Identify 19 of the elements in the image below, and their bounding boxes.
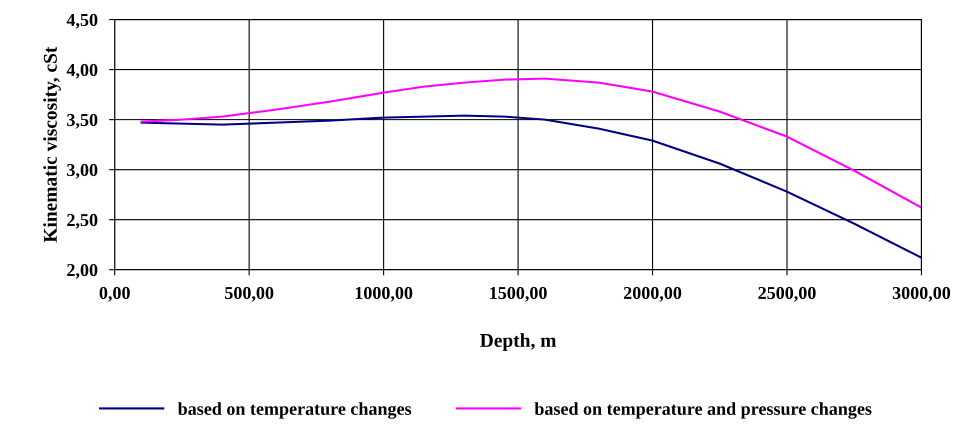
y-tick-label: 4,00 <box>66 64 98 79</box>
x-tick-label: 3000,00 <box>892 286 950 302</box>
line-series <box>140 114 922 259</box>
legend-label: based on temperature changes <box>178 402 412 419</box>
y-axis-title: Kinematic viscosity, cSt <box>43 46 61 242</box>
x-tick-label: 1500,00 <box>490 286 547 302</box>
x-axis-title: Depth, m <box>480 333 556 351</box>
x-tick-label: 0,00 <box>100 286 130 302</box>
legend-label: based on temperature and pressure changes <box>534 402 872 419</box>
y-tick-label: 2,00 <box>67 264 98 279</box>
line-series <box>140 78 922 209</box>
x-tick-label: 2500,00 <box>758 286 816 302</box>
y-tick-label: 3,00 <box>67 164 98 179</box>
x-tick-label: 1000,00 <box>356 286 412 302</box>
x-tick-label: 500,00 <box>225 286 274 302</box>
x-tick-label: 2000,00 <box>624 286 682 302</box>
y-tick-label: 3,50 <box>67 114 98 129</box>
y-tick-label: 4,50 <box>66 14 98 29</box>
y-tick-label: 2,50 <box>67 214 98 229</box>
